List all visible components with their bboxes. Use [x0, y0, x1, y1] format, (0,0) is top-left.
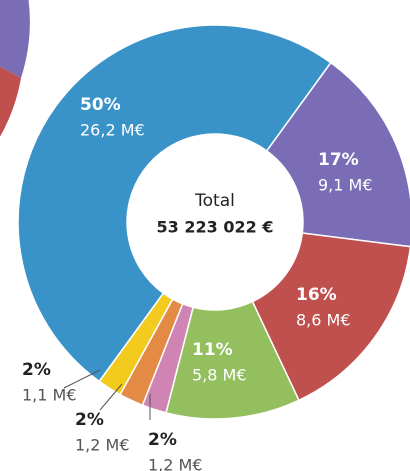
percent-label: 11% — [192, 340, 233, 360]
slice — [251, 232, 410, 402]
neighbor-slice — [0, 66, 21, 137]
slice — [265, 61, 410, 248]
percent-label: 2% — [22, 360, 51, 380]
total-value: 53 223 022 € — [157, 218, 274, 237]
amount-label: 1,2 M€ — [148, 456, 203, 471]
leader-line — [99, 383, 123, 411]
amount-label: 1,2 M€ — [75, 436, 130, 455]
percent-label: 2% — [148, 430, 177, 450]
neighbor-chart — [0, 0, 30, 137]
leader-line — [63, 369, 101, 389]
amount-label: 1,1 M€ — [22, 386, 77, 405]
neighbor-slice — [0, 0, 30, 78]
percent-label: 16% — [296, 285, 337, 305]
slice — [17, 24, 332, 383]
amount-label: 8,6 M€ — [296, 311, 351, 330]
amount-label: 5,8 M€ — [192, 366, 247, 385]
percent-label: 17% — [318, 150, 359, 170]
percent-label: 50% — [80, 95, 121, 115]
amount-label: 26,2 M€ — [80, 121, 145, 140]
percent-label: 2% — [75, 410, 104, 430]
total-label: Total — [194, 191, 235, 211]
amount-label: 9,1 M€ — [318, 176, 373, 195]
